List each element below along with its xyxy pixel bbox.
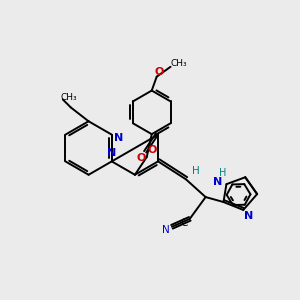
- Text: N: N: [244, 211, 253, 221]
- Text: O: O: [136, 153, 146, 164]
- Text: O: O: [147, 145, 156, 155]
- Text: N: N: [107, 148, 116, 158]
- Text: O: O: [155, 67, 164, 77]
- Text: C: C: [180, 218, 188, 228]
- Text: N: N: [114, 133, 123, 142]
- Text: H: H: [219, 168, 226, 178]
- Text: N: N: [162, 225, 170, 235]
- Text: CH₃: CH₃: [170, 59, 187, 68]
- Text: H: H: [192, 166, 200, 176]
- Text: N: N: [213, 177, 222, 187]
- Text: CH₃: CH₃: [60, 93, 77, 102]
